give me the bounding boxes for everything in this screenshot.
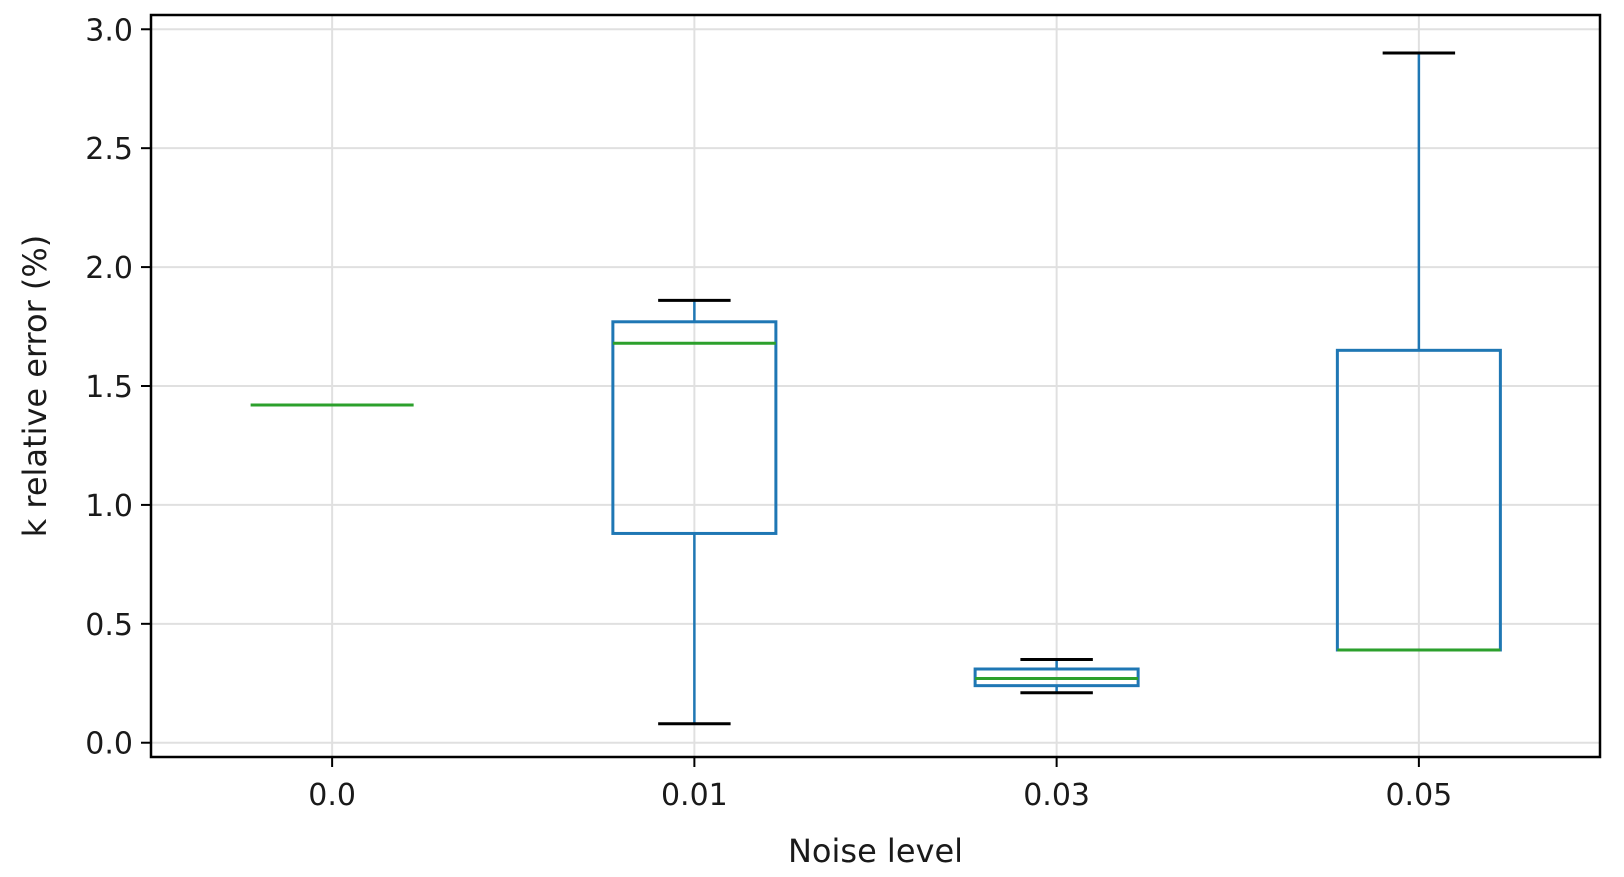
y-axis-ticks: 0.0 0.5 1.0 1.5 2.0 2.5 3.0 [85,13,151,762]
grid-lines [151,15,1600,757]
x-axis-ticks: 0.0 0.01 0.03 0.05 [308,757,1452,813]
x-axis-label: Noise level [788,832,963,870]
iqr-box [611,320,778,535]
x-tick-label: 0.01 [661,778,728,813]
y-tick-label: 1.5 [85,370,133,405]
y-tick-label: 1.0 [85,489,133,524]
box-group-0-05 [1335,51,1502,652]
box-group-0-01 [611,298,778,726]
box-group-0-03 [973,657,1140,695]
y-tick-label: 0.5 [85,608,133,643]
y-tick-label: 0.0 [85,727,133,762]
y-tick-label: 2.0 [85,251,133,286]
y-axis-label: k relative error (%) [16,235,54,538]
x-tick-label: 0.05 [1385,778,1452,813]
x-tick-label: 0.03 [1023,778,1090,813]
y-tick-label: 3.0 [85,13,133,48]
box-plot-marks [250,51,1502,726]
y-tick-label: 2.5 [85,132,133,167]
x-tick-label: 0.0 [308,778,356,813]
